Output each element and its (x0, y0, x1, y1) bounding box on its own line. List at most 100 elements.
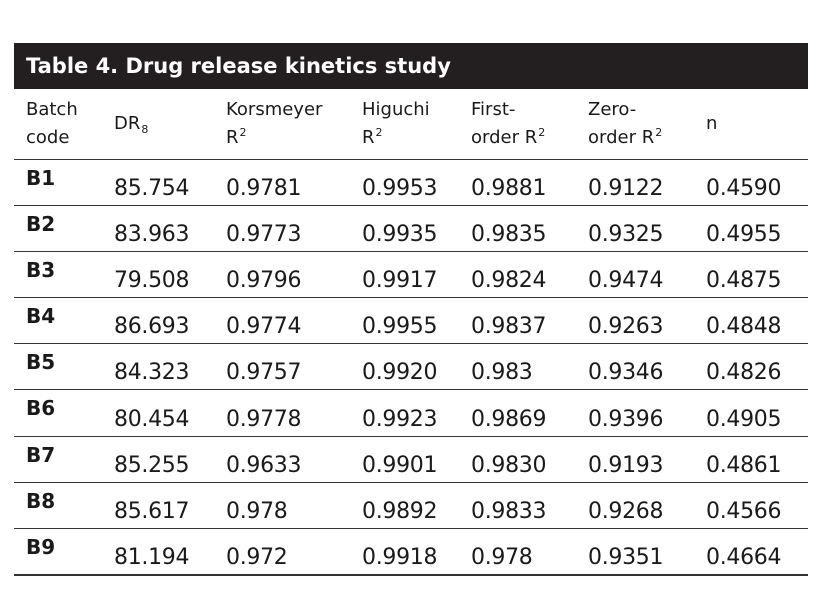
table-cell: 0.9781 (214, 159, 350, 206)
table-cell: 0.9955 (350, 297, 459, 345)
batch-code-cell: B8 (14, 482, 102, 530)
table-cell: 0.972 (214, 528, 350, 576)
header-dr8: DR8 (102, 89, 214, 160)
table-cell: 0.9923 (350, 389, 459, 437)
table-cell: 0.9833 (459, 482, 576, 530)
table-cell: 0.9901 (350, 436, 459, 483)
table-row: B9 81.194 0.972 0.9918 0.978 0.9351 0.4664 (14, 528, 808, 576)
table-cell: 0.9824 (459, 251, 576, 299)
header-batch-code: Batch code (14, 89, 102, 160)
header-first-order-r2: First-order R2 (459, 89, 576, 160)
table-row: B7 85.255 0.9633 0.9901 0.9830 0.9193 0.4861 (14, 436, 808, 483)
table-cell: 0.9892 (350, 482, 459, 530)
table-cell: 0.4664 (694, 528, 808, 576)
table-cell: 0.4848 (694, 297, 808, 345)
table-cell: 0.9757 (214, 343, 350, 391)
header-superscript: 2 (239, 125, 247, 139)
kinetics-table-container: Table 4. Drug release kinetics study Bat… (14, 43, 808, 576)
table-cell: 0.4566 (694, 482, 808, 530)
table-row: B5 84.323 0.9757 0.9920 0.983 0.9346 0.4826 (14, 343, 808, 391)
table-cell: 0.4875 (694, 251, 808, 299)
table-cell: 86.693 (102, 297, 214, 345)
table-cell: 0.9346 (576, 343, 694, 391)
table-row: B6 80.454 0.9778 0.9923 0.9869 0.9396 0.4905 (14, 389, 808, 437)
table-row: B2 83.963 0.9773 0.9935 0.9835 0.9325 0.4955 (14, 205, 808, 252)
batch-code-cell: B5 (14, 343, 102, 391)
table-cell: 85.617 (102, 482, 214, 530)
header-line2: order R (471, 126, 538, 148)
table-body: B1 85.754 0.9781 0.9953 0.9881 0.9122 0.4590 B2… (14, 159, 808, 576)
header-line2: n (706, 112, 718, 134)
batch-code-cell: B6 (14, 389, 102, 437)
table-cell: 0.983 (459, 343, 576, 391)
kinetics-table: Batch code DR8 Korsmeyer R2 Higuchi R2 First-or… (14, 89, 808, 576)
header-superscript: 2 (538, 125, 546, 139)
header-line1: Batch (26, 98, 78, 120)
table-cell: 0.978 (459, 528, 576, 576)
table-cell: 0.9796 (214, 251, 350, 299)
table-cell: 81.194 (102, 528, 214, 576)
table-title: Table 4. Drug release kinetics study (14, 43, 808, 89)
table-cell: 83.963 (102, 205, 214, 252)
batch-code-cell: B7 (14, 436, 102, 483)
header-line1: Zero- (588, 98, 637, 120)
table-cell: 0.4905 (694, 389, 808, 437)
table-cell: 0.9935 (350, 205, 459, 252)
batch-code-cell: B2 (14, 205, 102, 252)
header-korsmeyer-r2: Korsmeyer R2 (214, 89, 350, 160)
table-header: Batch code DR8 Korsmeyer R2 Higuchi R2 First-or… (14, 89, 808, 160)
header-superscript: 2 (375, 125, 383, 139)
header-higuchi-r2: Higuchi R2 (350, 89, 459, 160)
table-cell: 0.9474 (576, 251, 694, 299)
table-row: B8 85.617 0.978 0.9892 0.9833 0.9268 0.4566 (14, 482, 808, 530)
table-cell: 0.978 (214, 482, 350, 530)
header-subscript: 8 (141, 123, 149, 137)
header-line2: order R (588, 126, 655, 148)
table-cell: 0.9778 (214, 389, 350, 437)
table-cell: 85.255 (102, 436, 214, 483)
table-row: B1 85.754 0.9781 0.9953 0.9881 0.9122 0.4590 (14, 159, 808, 206)
table-cell: 0.9835 (459, 205, 576, 252)
header-superscript: 2 (655, 125, 663, 139)
header-line1: Korsmeyer (226, 98, 323, 120)
table-cell: 0.9396 (576, 389, 694, 437)
table-cell: 0.9193 (576, 436, 694, 483)
table-cell: 85.754 (102, 159, 214, 206)
header-row: Batch code DR8 Korsmeyer R2 Higuchi R2 First-or… (14, 89, 808, 160)
table-cell: 0.9917 (350, 251, 459, 299)
batch-code-cell: B3 (14, 251, 102, 299)
header-line1: Higuchi (362, 98, 430, 120)
table-cell: 0.9774 (214, 297, 350, 345)
table-cell: 79.508 (102, 251, 214, 299)
header-line2: R (362, 126, 375, 148)
table-cell: 0.9881 (459, 159, 576, 206)
table-row: B3 79.508 0.9796 0.9917 0.9824 0.9474 0.4875 (14, 251, 808, 299)
header-line2: DR (114, 112, 141, 134)
table-row: B4 86.693 0.9774 0.9955 0.9837 0.9263 0.4848 (14, 297, 808, 345)
table-cell: 0.9268 (576, 482, 694, 530)
header-n: n (694, 89, 808, 160)
table-cell: 84.323 (102, 343, 214, 391)
batch-code-cell: B4 (14, 297, 102, 345)
table-cell: 0.9325 (576, 205, 694, 252)
header-line2: code (26, 126, 70, 148)
table-cell: 0.9122 (576, 159, 694, 206)
header-line2: R (226, 126, 239, 148)
table-cell: 0.9953 (350, 159, 459, 206)
table-cell: 0.9351 (576, 528, 694, 576)
batch-code-cell: B9 (14, 528, 102, 576)
table-cell: 0.9633 (214, 436, 350, 483)
header-zero-order-r2: Zero-order R2 (576, 89, 694, 160)
table-cell: 0.9263 (576, 297, 694, 345)
table-cell: 0.9869 (459, 389, 576, 437)
table-cell: 0.4826 (694, 343, 808, 391)
table-cell: 0.9830 (459, 436, 576, 483)
table-cell: 0.9920 (350, 343, 459, 391)
table-cell: 0.9773 (214, 205, 350, 252)
table-cell: 0.4861 (694, 436, 808, 483)
table-cell: 0.4590 (694, 159, 808, 206)
table-cell: 0.4955 (694, 205, 808, 252)
table-cell: 80.454 (102, 389, 214, 437)
batch-code-cell: B1 (14, 159, 102, 206)
table-cell: 0.9918 (350, 528, 459, 576)
